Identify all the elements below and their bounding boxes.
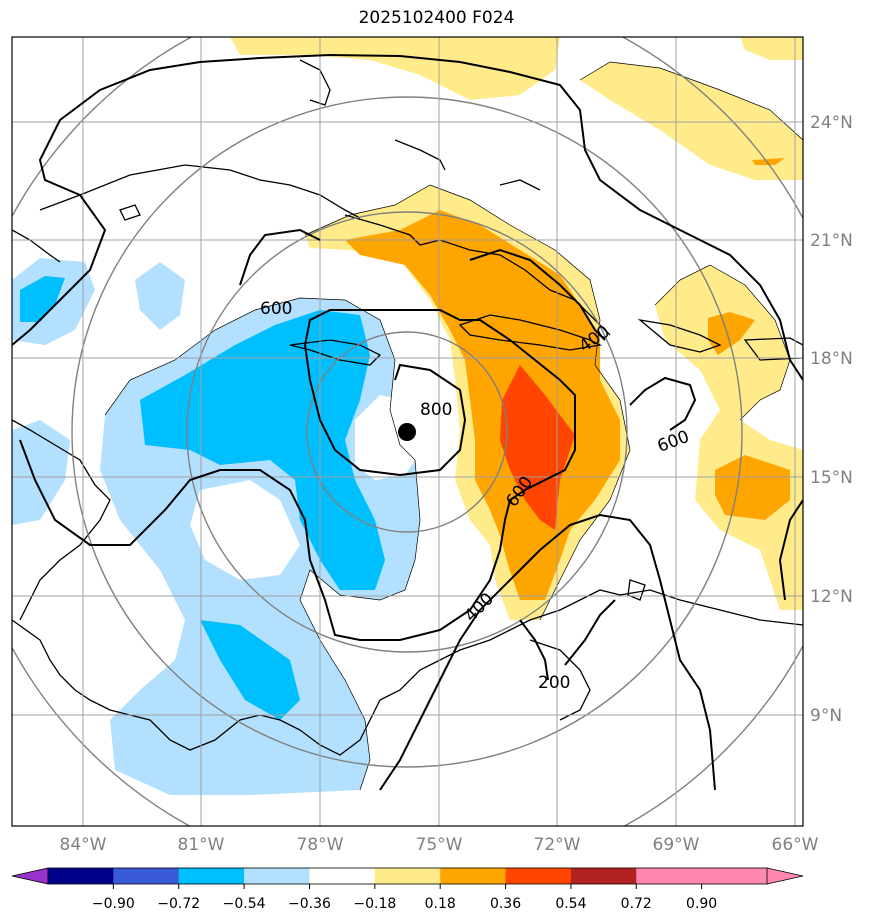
colorbar-label: −0.90 <box>92 896 135 912</box>
graticule <box>12 37 803 826</box>
lon-label: 72°W <box>534 835 581 855</box>
contour-label-600-e: 600 <box>655 427 692 457</box>
shade-neutral-center <box>355 395 420 480</box>
contour-200 <box>519 619 549 681</box>
shade-pos-light-ne2 <box>740 37 803 60</box>
shade-neutral-hole <box>190 480 300 580</box>
colorbar-segment <box>113 868 180 884</box>
longitude-labels: 84°W 81°W 78°W 75°W 72°W 69°W 66°W <box>60 835 819 855</box>
contour-label-400-s: 400 <box>461 589 498 626</box>
colorbar-label: −0.36 <box>288 896 331 912</box>
contour-600-e <box>629 376 697 431</box>
lat-label: 9°N <box>810 706 842 726</box>
contour-outer <box>12 53 803 381</box>
latitude-labels: 24°N 21°N 18°N 15°N 12°N 9°N <box>810 113 853 726</box>
shade-neg-light-west2 <box>12 420 70 525</box>
colorbar-segment <box>309 868 376 884</box>
colorbar-segment <box>374 868 441 884</box>
colorbar-label: 0.18 <box>425 896 456 912</box>
colorbar-segment <box>178 868 245 884</box>
colorbar-label: −0.54 <box>223 896 266 912</box>
colorbar-label: −0.18 <box>353 896 396 912</box>
shade-pos-high <box>500 365 575 530</box>
colorbar-segment <box>701 868 768 884</box>
lat-label: 18°N <box>810 349 853 369</box>
colorbar-label: 0.72 <box>621 896 652 912</box>
shade-pos-light-top <box>230 37 560 100</box>
colorbar-label: 0.36 <box>490 896 521 912</box>
lat-label: 15°N <box>810 468 853 488</box>
shade-pos-light-east <box>655 265 803 610</box>
lat-label: 12°N <box>810 587 853 607</box>
lon-label: 84°W <box>60 835 107 855</box>
colorbar: −0.90 −0.72 −0.54 −0.36 −0.18 0.18 0.36 0.54 0.7… <box>11 867 804 912</box>
lon-label: 66°W <box>772 835 819 855</box>
map-title: 2025102400 F024 <box>358 8 515 28</box>
contour-200b <box>564 599 616 666</box>
lon-label: 75°W <box>416 835 463 855</box>
colorbar-segment <box>505 868 572 884</box>
lon-label: 78°W <box>297 835 344 855</box>
colorbar-segment <box>570 868 637 884</box>
shade-pos-light-ne <box>580 62 803 180</box>
colorbar-segment <box>244 868 310 884</box>
colorbar-label: 0.90 <box>686 896 717 912</box>
shade-neg-mid-west <box>20 276 65 322</box>
contour-label-600-nw: 600 <box>260 299 292 319</box>
range-rings <box>12 37 803 826</box>
colorbar-extend-right <box>766 867 804 885</box>
lat-label: 21°N <box>810 231 853 251</box>
map-field: 600 800 400 600 600 400 200 <box>12 37 803 826</box>
colorbar-label: −0.72 <box>157 896 200 912</box>
colorbar-segment <box>48 868 114 884</box>
contour-east <box>778 499 803 601</box>
colorbar-segment <box>440 868 507 884</box>
contour-label-800: 800 <box>420 400 452 420</box>
colorbar-segment <box>636 868 703 884</box>
storm-center-dot <box>398 423 416 441</box>
colorbar-label: 0.54 <box>555 896 586 912</box>
map-frame <box>11 36 804 827</box>
shade-pos-mid-ne <box>752 158 785 165</box>
lon-label: 69°W <box>653 835 700 855</box>
colorbar-extend-left <box>11 867 49 885</box>
lat-label: 24°N <box>810 113 853 133</box>
shade-neg-light-small <box>135 262 185 330</box>
shade-neg-mid-south <box>200 620 300 720</box>
shade-outlines <box>104 61 803 791</box>
contour-400 <box>379 513 716 791</box>
lon-label: 81°W <box>178 835 225 855</box>
colorbar-frame <box>47 867 768 885</box>
contour-600-nw <box>239 228 321 286</box>
contour-label-200: 200 <box>538 673 570 693</box>
contour-600-west <box>19 309 576 641</box>
contour-400-ne <box>469 248 606 341</box>
contour-lines <box>12 53 803 791</box>
